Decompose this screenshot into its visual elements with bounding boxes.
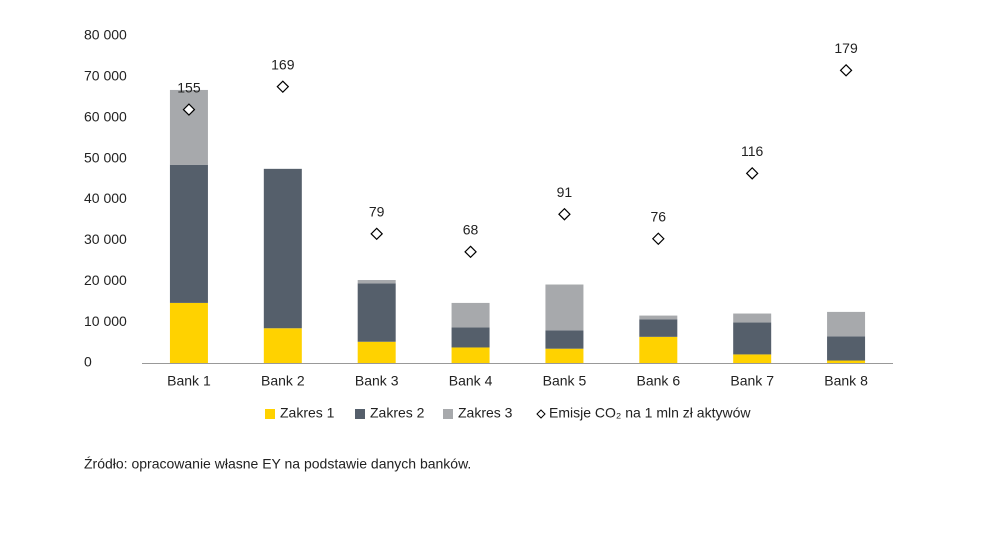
data-label: 179 bbox=[834, 40, 858, 56]
data-label: 155 bbox=[177, 79, 201, 95]
x-tick-label: Bank 3 bbox=[355, 373, 399, 389]
legend-label: Zakres 3 bbox=[458, 405, 513, 421]
bar-segment bbox=[545, 330, 584, 349]
y-tick-label: 0 bbox=[84, 354, 92, 370]
y-tick-label: 80 000 bbox=[84, 27, 127, 43]
bar-segment bbox=[827, 311, 866, 337]
data-label: 79 bbox=[369, 204, 385, 220]
y-tick-label: 10 000 bbox=[84, 313, 127, 329]
source-note: Źródło: opracowanie własne EY na podstaw… bbox=[84, 456, 471, 472]
bar-segment bbox=[639, 319, 678, 337]
bar-segment bbox=[733, 322, 772, 355]
data-label: 91 bbox=[557, 184, 573, 200]
bar-segment bbox=[827, 336, 866, 361]
bar-segment bbox=[357, 280, 396, 284]
y-tick-label: 70 000 bbox=[84, 68, 127, 84]
bar-segment bbox=[545, 284, 584, 331]
x-tick-label: Bank 1 bbox=[167, 373, 211, 389]
bar-segment bbox=[357, 283, 396, 342]
x-tick-label: Bank 7 bbox=[730, 373, 774, 389]
bar-segment bbox=[733, 313, 772, 323]
x-tick-label: Bank 8 bbox=[824, 373, 868, 389]
emission-marker bbox=[558, 207, 571, 221]
bar-segment bbox=[357, 341, 396, 363]
bar-segment bbox=[263, 168, 302, 329]
bar-segment bbox=[451, 347, 490, 363]
x-tick-label: Bank 2 bbox=[261, 373, 305, 389]
legend-label: Zakres 1 bbox=[280, 405, 335, 421]
x-tick-label: Bank 4 bbox=[449, 373, 493, 389]
x-tick-label: Bank 5 bbox=[543, 373, 587, 389]
emission-marker bbox=[839, 63, 853, 77]
legend-swatch bbox=[443, 409, 453, 419]
bar-segment bbox=[827, 360, 866, 363]
bar-segment bbox=[733, 354, 772, 363]
emission-marker bbox=[464, 245, 477, 259]
data-label: 68 bbox=[463, 222, 479, 238]
bar-segment bbox=[639, 315, 678, 320]
legend-marker bbox=[536, 409, 546, 419]
bar-segment bbox=[263, 328, 302, 363]
bar-segment bbox=[451, 302, 490, 328]
data-label: 76 bbox=[651, 208, 667, 224]
emission-marker bbox=[276, 80, 290, 94]
y-tick-label: 30 000 bbox=[84, 231, 127, 247]
emission-marker bbox=[651, 232, 665, 246]
y-tick-label: 50 000 bbox=[84, 149, 127, 165]
legend-swatch bbox=[355, 409, 365, 419]
legend-label: Zakres 2 bbox=[370, 405, 425, 421]
bar-segment bbox=[545, 348, 584, 363]
data-label: 169 bbox=[271, 56, 295, 72]
emission-marker bbox=[182, 103, 196, 116]
emission-marker bbox=[370, 227, 384, 241]
bar-segment bbox=[169, 89, 208, 165]
bar-segment bbox=[169, 164, 208, 303]
y-tick-label: 40 000 bbox=[84, 190, 127, 206]
x-tick-label: Bank 6 bbox=[637, 373, 681, 389]
bar-segment bbox=[169, 302, 208, 363]
legend-label: Emisje CO₂ na 1 mln zł aktywów bbox=[549, 405, 751, 421]
emission-marker bbox=[745, 166, 759, 180]
y-tick-label: 60 000 bbox=[84, 108, 127, 124]
bar-segment bbox=[451, 327, 490, 348]
legend-swatch bbox=[265, 409, 275, 419]
bar-segment bbox=[639, 336, 678, 363]
y-tick-label: 20 000 bbox=[84, 272, 127, 288]
data-label: 116 bbox=[741, 143, 764, 159]
